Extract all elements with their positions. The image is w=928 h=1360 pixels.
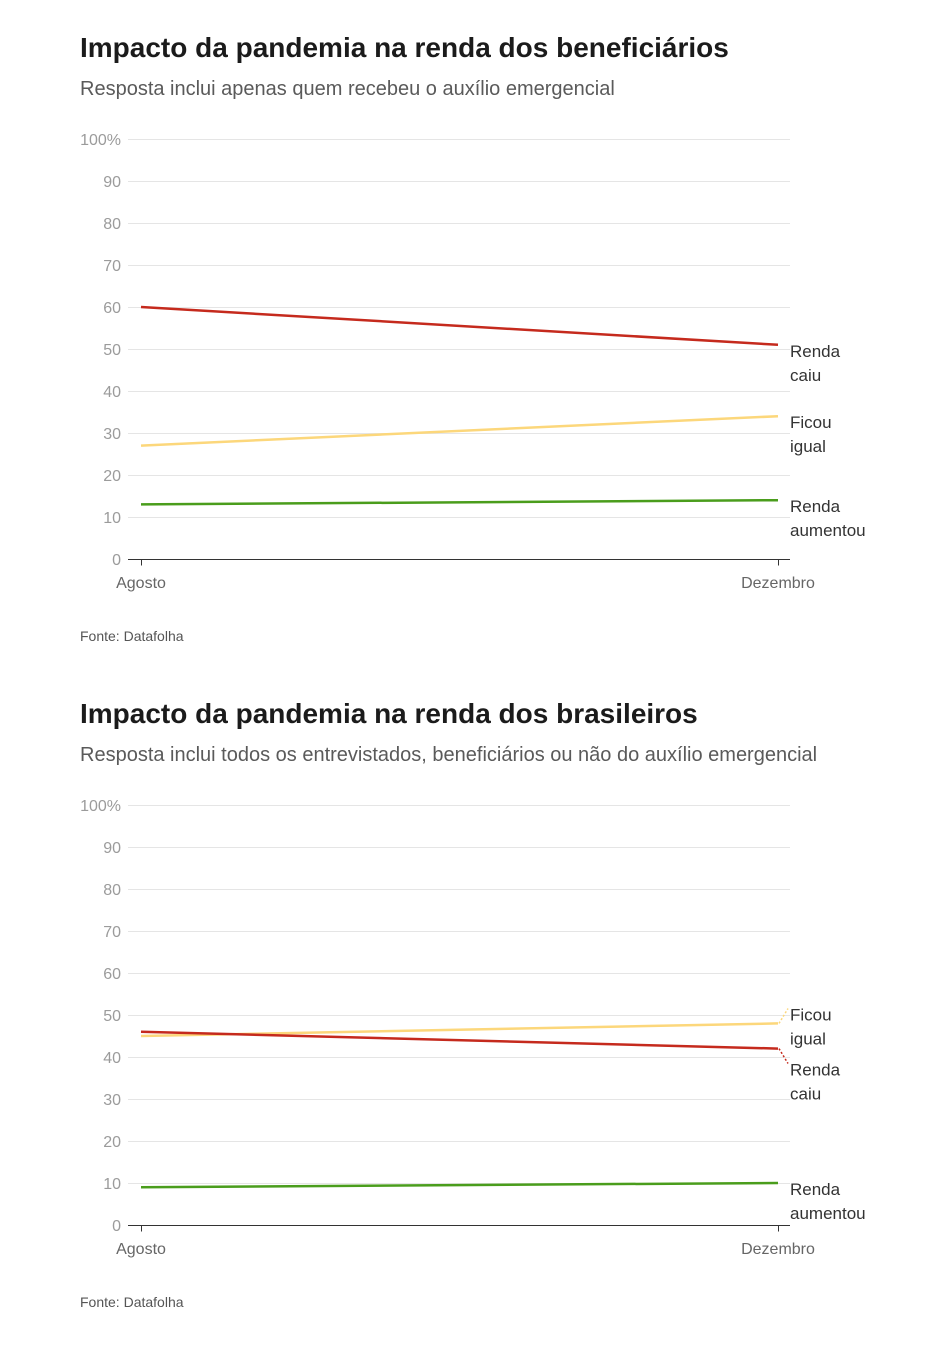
x-tick-label: Dezembro [741,1241,815,1258]
y-tick-label: 70 [103,258,121,275]
y-tick-label: 100% [80,798,121,815]
y-tick-label: 40 [103,384,121,401]
y-tick-label: 20 [103,1134,121,1151]
chart-title: Impacto da pandemia na renda dos benefic… [80,32,729,63]
series-label-line: caiu [790,1085,821,1104]
y-tick-label: 0 [112,552,121,569]
label-leader-line [778,1008,789,1024]
series-label-line: caiu [790,366,821,385]
y-tick-label: 80 [103,882,121,899]
y-tick-label: 60 [103,966,121,983]
gridlines [128,805,790,1184]
series-label-line: Renda [790,342,845,361]
series-label-renda-caiu: Renda caiu [790,342,845,385]
y-tick-label: 10 [103,510,121,527]
y-tick-label: 50 [103,1008,121,1025]
series-label-renda-aumentou: Renda aumentou [790,497,866,540]
chart-source: Fonte: Datafolha [80,628,184,644]
series-label-line: aumentou [790,1204,866,1223]
y-tick-label: 20 [103,468,121,485]
series-label-renda-caiu: Renda caiu [790,1061,845,1104]
y-tick-label: 40 [103,1050,121,1067]
y-tick-label: 70 [103,924,121,941]
series-line-renda-caiu [140,1030,779,1050]
line-chart: 0 10 20 30 40 50 60 70 80 90 100% Agosto Dezembro Ren… [80,132,866,592]
series-label-line: igual [790,437,826,456]
series-label-line: Renda [790,1180,845,1199]
series-line-renda-aumentou [140,1181,779,1189]
label-leader-line [778,1048,789,1064]
chart-source: Fonte: Datafolha [80,1294,184,1310]
series-label-ficou-igual: Ficou igual [790,413,836,456]
series-line-renda-caiu [140,305,779,347]
y-tick-label: 100% [80,132,121,149]
y-tick-label: 80 [103,216,121,233]
series-label-ficou-igual: Ficou igual [790,1006,836,1049]
line-chart: 0 10 20 30 40 50 60 70 80 90 100% Agosto Dezembro Fic… [80,798,866,1258]
x-tick-label: Agosto [116,1241,166,1258]
chart-title: Impacto da pandemia na renda dos brasile… [80,698,698,729]
y-tick-label: 90 [103,174,121,191]
series-line-ficou-igual [140,414,779,447]
series-line-renda-aumentou [140,498,779,506]
series-label-line: Renda [790,1061,845,1080]
y-tick-label: 30 [103,1092,121,1109]
chart-subtitle: Resposta inclui todos os entrevistados, … [80,744,818,766]
y-tick-label: 60 [103,300,121,317]
y-tick-label: 30 [103,426,121,443]
y-tick-label: 10 [103,1176,121,1193]
series-label-line: Ficou [790,1006,836,1025]
chart-panel-brasileiros: 0 10 20 30 40 50 60 70 80 90 100% Agosto Dezembro Fic… [0,666,928,1332]
chart-panel-beneficiarios: 0 10 20 30 40 50 60 70 80 90 100% Agosto Dezembro Ren… [0,0,928,666]
x-tick-label: Dezembro [741,575,815,592]
series-label-line: Renda [790,497,845,516]
x-tick-label: Agosto [116,575,166,592]
y-tick-label: 90 [103,840,121,857]
series-label-renda-aumentou: Renda aumentou [790,1180,866,1223]
series-label-line: aumentou [790,521,866,540]
y-tick-label: 50 [103,342,121,359]
chart-subtitle: Resposta inclui apenas quem recebeu o au… [80,78,615,100]
series-label-line: igual [790,1030,826,1049]
series-label-line: Ficou [790,413,836,432]
y-tick-label: 0 [112,1218,121,1235]
gridlines [128,139,790,518]
